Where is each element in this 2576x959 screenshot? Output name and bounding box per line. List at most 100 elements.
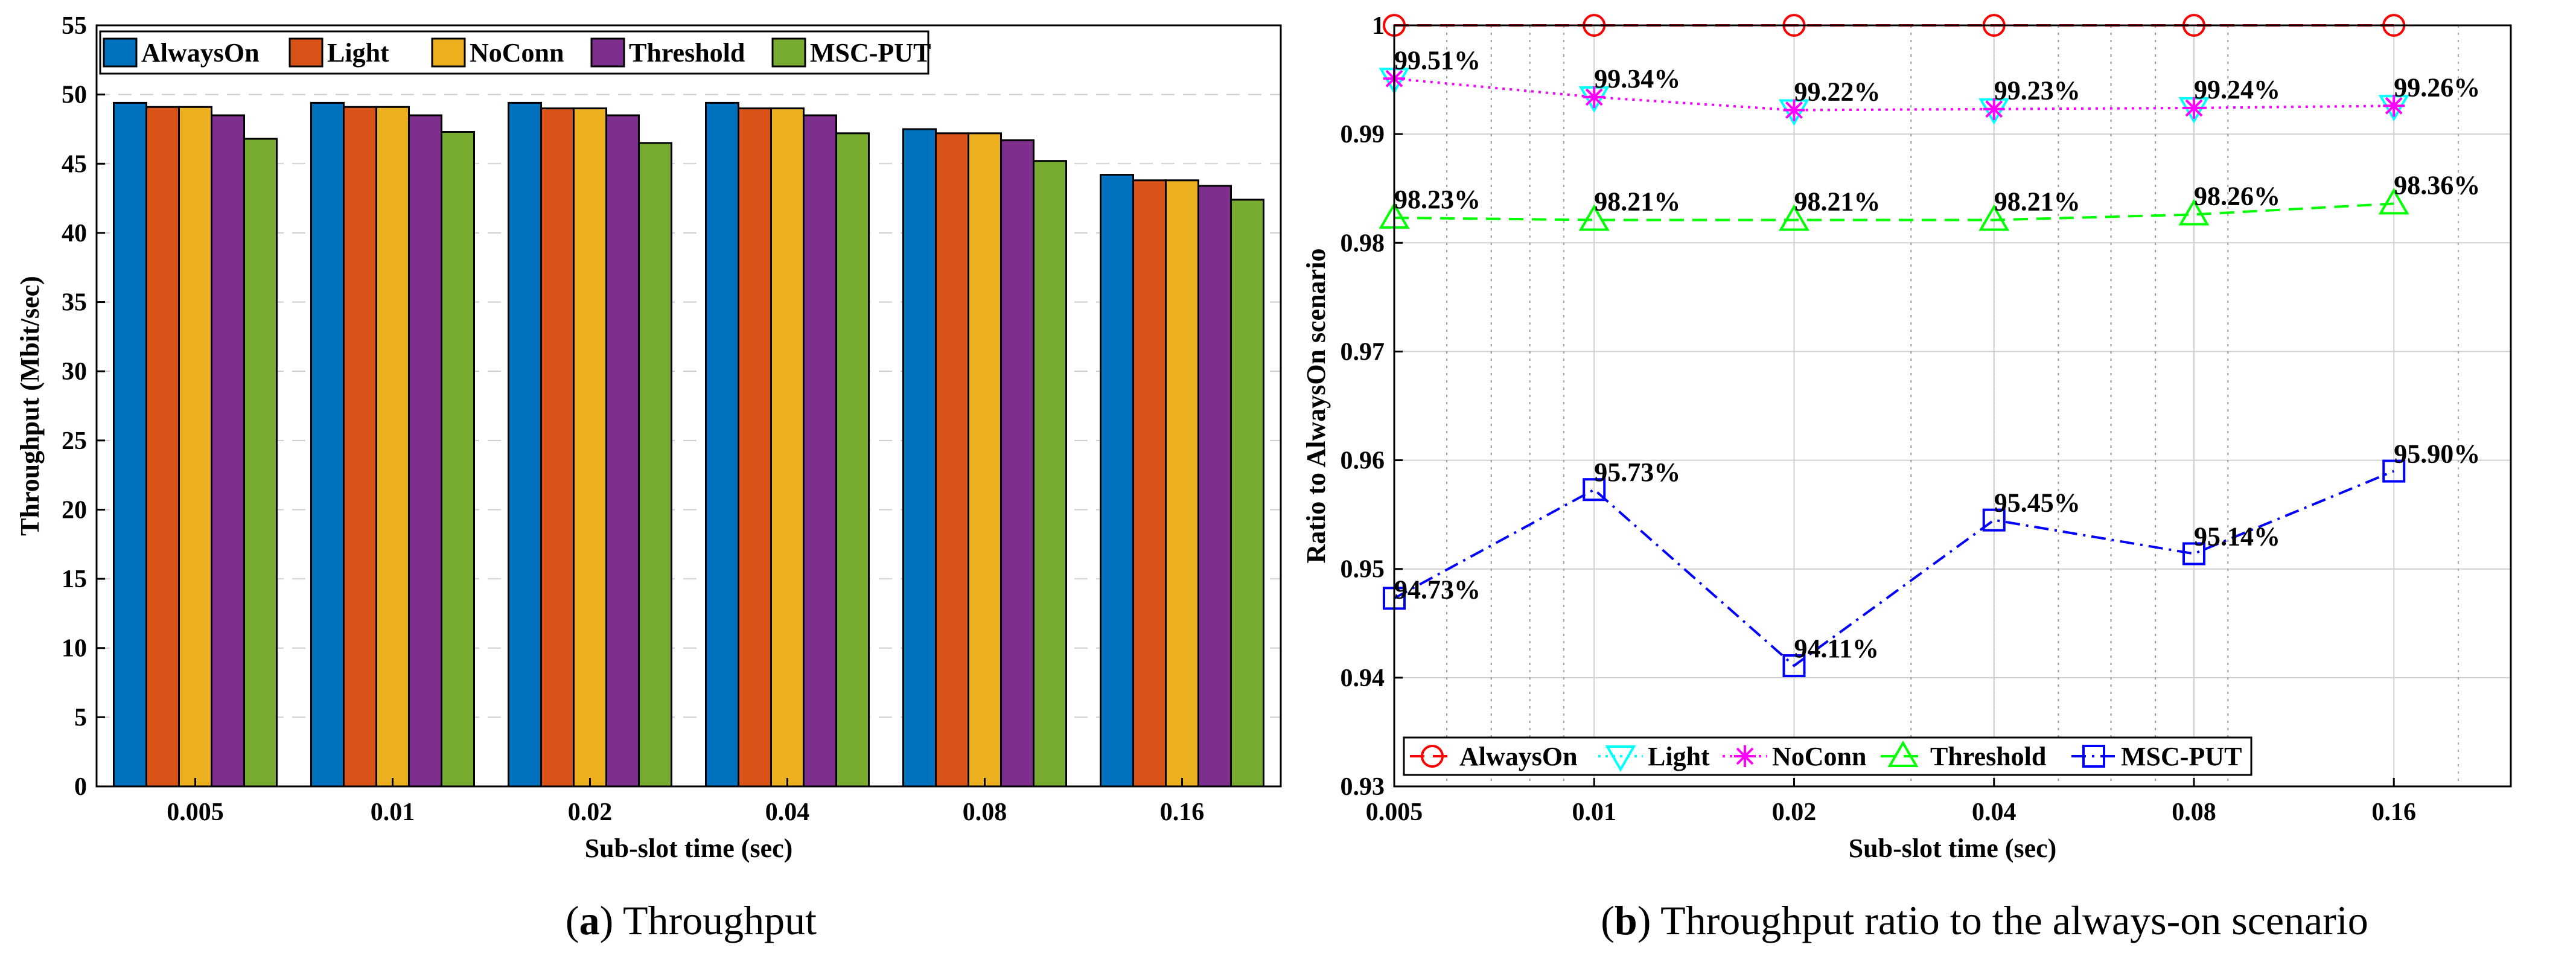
- caption-b-label: b: [1615, 897, 1637, 943]
- x-tick-label: 0.08: [2172, 798, 2216, 826]
- bar-msc-put-0.16: [1230, 199, 1264, 788]
- legend-swatch-msc-put: [771, 37, 806, 68]
- y-tick-label: 0.95: [1341, 556, 1385, 584]
- bar-light-0.01: [343, 106, 377, 788]
- y-tick-label: 30: [62, 358, 87, 386]
- y-tick-label: 0.94: [1341, 664, 1385, 692]
- plot-area: [97, 25, 1281, 786]
- legend-label-light: Light: [327, 38, 389, 68]
- plot-frame: [95, 24, 1282, 788]
- marker-threshold-0.01: [1578, 204, 1610, 231]
- marker-msc-put-0.02: [1782, 654, 1806, 678]
- y-tick-label: 35: [62, 289, 87, 317]
- bar-light-0.16: [1132, 179, 1167, 788]
- y-tick-label: 45: [62, 150, 87, 178]
- bar-noconn-0.005: [178, 106, 212, 788]
- caption-a-text: Throughput: [623, 897, 817, 943]
- series-line-threshold: [1394, 202, 2394, 221]
- bar-light-0.02: [540, 107, 575, 788]
- bar-threshold-0.005: [211, 114, 245, 788]
- bar-alwayson-0.005: [113, 101, 147, 788]
- legend-marker-noconn: [1734, 745, 1756, 767]
- grid-lines: [97, 94, 1281, 718]
- y-tick-label: 0.98: [1341, 229, 1385, 257]
- data-label-msc-put-0.08: 95.14%: [2194, 521, 2280, 551]
- bar-msc-put-0.02: [638, 142, 672, 788]
- y-tick-label: 25: [62, 427, 87, 455]
- marker-noconn-0.04: [1983, 98, 2005, 120]
- bar-msc-put-0.01: [441, 131, 475, 788]
- caption-b-text: Throughput ratio to the always-on scenar…: [1660, 897, 2368, 943]
- y-tick-label: 0.96: [1341, 447, 1385, 475]
- legend-swatch-light: [289, 37, 324, 68]
- grid-lines: [1394, 25, 2511, 786]
- series-line-msc-put: [1394, 470, 2394, 667]
- bar-alwayson-0.16: [1100, 174, 1134, 788]
- caption-b: (b) Throughput ratio to the always-on sc…: [1601, 897, 2368, 943]
- marker-threshold-0.16: [2378, 188, 2409, 215]
- data-label-msc-put-0.005: 94.73%: [1394, 575, 1481, 604]
- legend-label-msc-put: MSC-PUT: [2121, 742, 2242, 771]
- marker-threshold-0.02: [1779, 204, 1809, 231]
- x-tick-label: 0.02: [1772, 798, 1817, 826]
- bar-light-0.04: [738, 107, 772, 788]
- bar-noconn-0.04: [770, 107, 805, 788]
- legend-swatch-threshold: [590, 37, 625, 68]
- marker-noconn-0.01: [1583, 86, 1605, 108]
- bar-alwayson-0.04: [705, 101, 739, 788]
- marker-noconn-0.02: [1783, 99, 1805, 121]
- bar-threshold-0.04: [803, 114, 837, 788]
- data-label-noconn-0.08: 99.24%: [2194, 75, 2280, 104]
- plot-area: [1394, 25, 2511, 786]
- x-axis-label: Sub-slot time (sec): [1849, 833, 2057, 863]
- marker-threshold-0.08: [2178, 199, 2210, 226]
- data-label-threshold-0.08: 98.26%: [2194, 181, 2280, 211]
- legend-label-threshold: Threshold: [1930, 742, 2046, 771]
- bar-group: [113, 101, 1264, 788]
- bar-noconn-0.01: [375, 106, 410, 788]
- x-tick-label: 0.16: [2371, 798, 2416, 826]
- y-tick-label: 40: [62, 220, 87, 247]
- legend-swatch-alwayson: [103, 37, 138, 68]
- bar-noconn-0.02: [573, 107, 607, 788]
- x-tick-label: 0.01: [371, 798, 415, 826]
- bar-noconn-0.08: [968, 132, 1002, 788]
- series-line-noconn: [1394, 77, 2394, 112]
- throughput-ratio-line-chart: 99.51% 99.34% 99.22% 99.23% 99.24% 99.26% 98.2…: [1301, 12, 2512, 863]
- marker-msc-put-0.04: [1982, 508, 2006, 532]
- x-tick-label: 0.01: [1572, 798, 1616, 826]
- legend-marker-light: [1605, 745, 1636, 772]
- legend-label-light: Light: [1648, 742, 1710, 771]
- legend: AlwaysOn Light NoConn Threshold MSC-PUT: [1403, 736, 2252, 776]
- y-axis-ticks: 0.93 0.94 0.95 0.96 0.97 0.98 0.99 1: [1341, 12, 1403, 801]
- x-tick-label: 0.16: [1160, 798, 1205, 826]
- bar-alwayson-0.02: [508, 101, 542, 788]
- bar-threshold-0.08: [1000, 139, 1035, 788]
- marker-threshold-0.04: [1978, 204, 2010, 231]
- caption-a: (a) Throughput: [566, 897, 817, 943]
- y-tick-label: 5: [74, 704, 87, 731]
- bar-threshold-0.02: [605, 114, 640, 788]
- x-axis-ticks: 0.005 0.01 0.02 0.04 0.08 0.16: [167, 778, 1204, 826]
- y-axis-label: Ratio to AlwaysOn scenario: [1301, 249, 1331, 564]
- legend-label-msc-put: MSC-PUT: [810, 38, 931, 68]
- data-label-threshold-0.04: 98.21%: [1994, 186, 2080, 216]
- bar-msc-put-0.04: [835, 132, 870, 788]
- marker-msc-put-0.08: [2182, 542, 2205, 566]
- y-axis-ticks: 0 5 10 15 20 25 30 35 40 45 50 55: [62, 12, 105, 801]
- x-axis-label: Sub-slot time (sec): [585, 833, 793, 863]
- x-tick-label: 0.04: [765, 798, 810, 826]
- data-label-noconn-0.02: 99.22%: [1794, 77, 1880, 107]
- bar-alwayson-0.01: [310, 101, 345, 788]
- y-tick-label: 0.99: [1341, 121, 1385, 148]
- legend-label-threshold: Threshold: [629, 38, 745, 68]
- y-tick-label: 0.97: [1341, 338, 1385, 366]
- marker-msc-put-0.16: [2382, 459, 2406, 483]
- data-label-msc-put-0.02: 94.11%: [1794, 634, 1879, 663]
- x-tick-label: 0.005: [167, 798, 224, 826]
- bar-msc-put-0.08: [1033, 160, 1067, 788]
- bar-threshold-0.01: [408, 114, 442, 788]
- x-axis-ticks: 0.005 0.01 0.02 0.04 0.08 0.16: [1366, 778, 2416, 826]
